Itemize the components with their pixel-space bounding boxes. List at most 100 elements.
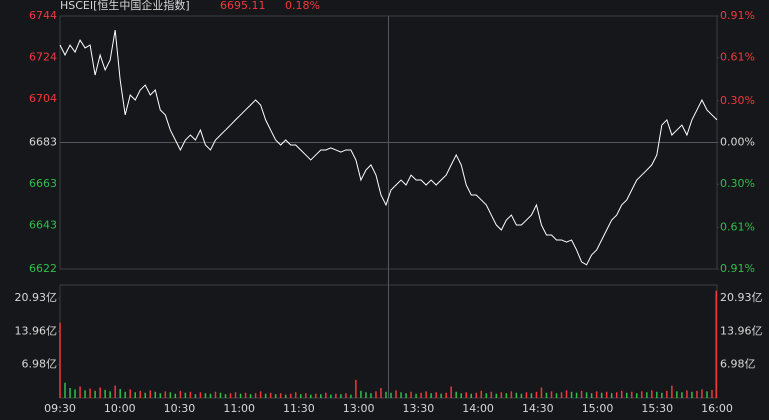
volume-bar	[179, 390, 182, 398]
volume-bar	[656, 391, 658, 398]
x-tick-label: 15:30	[641, 402, 673, 415]
x-tick-label: 13:00	[343, 402, 375, 415]
volume-bar	[430, 393, 432, 398]
volume-tick-label-right: 6.98亿	[720, 358, 756, 371]
volume-bar	[465, 392, 467, 398]
y-tick-label: 6663	[29, 177, 57, 190]
index-name: HSCEI[恒生中国企业指数]	[60, 0, 190, 12]
volume-bar	[405, 393, 407, 398]
volume-bar	[605, 391, 608, 398]
volume-bar	[395, 390, 397, 398]
volume-bar	[144, 392, 147, 398]
volume-bar	[184, 392, 187, 398]
volume-bar	[676, 391, 678, 398]
volume-bar	[209, 393, 212, 398]
volume-bar	[360, 390, 362, 398]
y-tick-label: 6744	[29, 9, 57, 22]
volume-bar	[64, 382, 66, 398]
volume-bar	[124, 391, 126, 398]
change-percent: 0.18%	[285, 0, 320, 12]
x-tick-label: 10:30	[164, 402, 196, 415]
volume-bar	[646, 392, 648, 398]
volume-bar	[229, 393, 232, 398]
y-tick-label: 6643	[29, 218, 57, 231]
volume-bar	[365, 392, 367, 398]
volume-bar	[139, 390, 141, 398]
volume-bar	[380, 387, 382, 398]
volume-bar	[129, 389, 131, 398]
volume-bar	[420, 392, 422, 398]
volume-bar	[475, 392, 478, 398]
volume-bar	[164, 391, 167, 398]
volume-bar	[535, 391, 538, 398]
y-tick-label: 6683	[29, 136, 57, 149]
price-line	[59, 30, 718, 266]
volume-bar	[450, 386, 452, 398]
volume-bar	[149, 390, 152, 398]
volume-bar	[330, 394, 332, 398]
volume-bar	[641, 391, 643, 398]
x-tick-label: 10:00	[104, 402, 136, 415]
volume-bar	[495, 393, 498, 398]
volume-bar	[490, 391, 493, 398]
volume-bar	[249, 394, 252, 398]
volume-tick-label: 6.98亿	[22, 358, 58, 371]
y2-tick-label: 0.91%	[720, 9, 755, 22]
volume-bar	[575, 392, 578, 398]
volume-bar	[99, 387, 101, 398]
volume-bar	[460, 393, 462, 398]
volume-bar	[370, 393, 372, 398]
volume-bar	[415, 393, 417, 398]
volume-bar	[610, 393, 613, 398]
x-tick-label: 15:00	[582, 402, 614, 415]
volume-bar	[204, 393, 207, 398]
volume-bar	[335, 393, 337, 398]
volume-bar	[94, 390, 96, 398]
x-tick-label: 14:00	[462, 402, 494, 415]
volume-bar	[425, 391, 427, 398]
volume-bar	[570, 391, 573, 398]
volume-bar	[199, 392, 202, 398]
volume-bar	[375, 391, 377, 398]
x-tick-label: 13:30	[403, 402, 435, 415]
volume-bar	[310, 394, 312, 398]
volume-bar	[706, 391, 708, 398]
y-tick-label: 6704	[29, 92, 57, 105]
volume-bar	[355, 379, 357, 398]
volume-bar	[269, 392, 272, 398]
volume-bar	[651, 390, 653, 398]
volume-bar	[274, 394, 277, 398]
x-tick-label: 11:30	[283, 402, 315, 415]
volume-bar	[119, 388, 121, 398]
last-price: 6695.11	[220, 0, 266, 12]
volume-tick-label-right: 13.96亿	[720, 324, 763, 337]
y2-tick-label: 0.61%	[720, 51, 755, 64]
volume-bar	[79, 386, 81, 398]
volume-bar	[74, 389, 76, 398]
volume-bar	[299, 394, 302, 398]
volume-bar	[340, 394, 342, 398]
volume-bar	[480, 390, 483, 398]
volume-bar	[410, 391, 412, 398]
volume-bar	[390, 392, 392, 398]
volume-bar	[320, 394, 322, 398]
volume-bar	[315, 393, 317, 398]
volume-bar	[134, 392, 136, 398]
volume-bar	[325, 392, 327, 398]
volume-bar	[69, 387, 71, 398]
volume-bar	[701, 389, 703, 398]
volume-bar	[194, 394, 197, 398]
volume-bar	[520, 393, 523, 398]
y2-tick-label: 0.91%	[720, 262, 755, 275]
volume-bar	[545, 392, 548, 398]
volume-bar	[550, 391, 553, 398]
volume-bar	[600, 392, 603, 398]
volume-bar	[294, 392, 297, 398]
volume-bar	[174, 393, 177, 398]
volume-bar	[440, 393, 442, 398]
volume-bar	[84, 390, 86, 398]
y-tick-label: 6622	[29, 262, 57, 275]
